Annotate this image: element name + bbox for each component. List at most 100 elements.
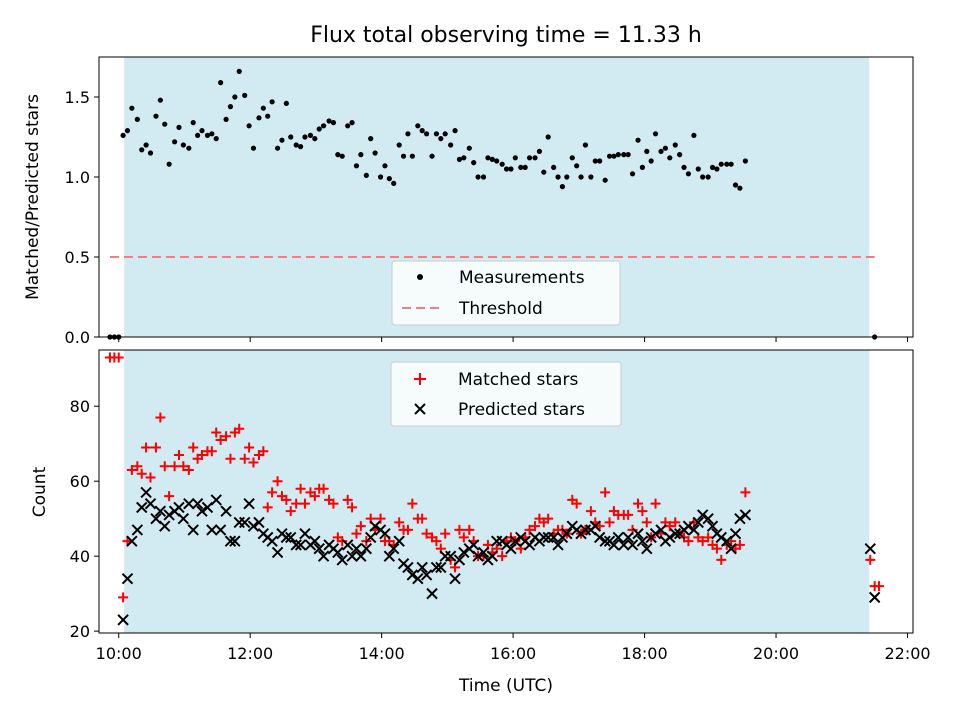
predicted-stars-point bbox=[868, 591, 881, 604]
predicted-stars-point bbox=[561, 527, 573, 540]
measurements-point bbox=[429, 153, 435, 159]
measurements-point bbox=[625, 152, 631, 158]
matched-stars-point bbox=[118, 592, 129, 603]
measurements-point bbox=[260, 105, 266, 111]
measurements-point bbox=[508, 166, 514, 172]
predicted-stars-point bbox=[159, 520, 171, 532]
matched-stars-point bbox=[604, 517, 615, 528]
measurements-point bbox=[737, 185, 743, 191]
matched-stars-point bbox=[633, 498, 644, 509]
matched-stars-point bbox=[650, 498, 661, 509]
predicted-stars-point bbox=[641, 542, 653, 555]
predicted-stars-point bbox=[486, 550, 499, 562]
measurements-point bbox=[391, 180, 397, 186]
predicted-stars-point bbox=[538, 531, 550, 544]
measurements-point bbox=[691, 132, 697, 138]
measurements-point bbox=[405, 131, 411, 137]
measurements-point bbox=[503, 166, 510, 172]
predicted-stars-point bbox=[163, 509, 175, 521]
bottom-legend-box bbox=[390, 361, 622, 427]
measurements-point bbox=[330, 120, 337, 126]
matched-stars-point bbox=[206, 446, 217, 457]
bottom-x-ticks: 10:00 12:00 14:00 16:00 18:00 20:00 22:00 bbox=[96, 633, 931, 663]
measurements-point bbox=[629, 171, 636, 177]
measurements-point bbox=[195, 132, 201, 138]
predicted-stars-point bbox=[509, 535, 522, 547]
matched-stars-point bbox=[571, 498, 582, 509]
bottom-y-axis-label: Count bbox=[30, 466, 50, 517]
measurements-point bbox=[569, 155, 575, 161]
measurements-point bbox=[588, 174, 594, 180]
matched-stars-point bbox=[244, 442, 255, 453]
measurements-point bbox=[232, 94, 238, 100]
predicted-stars-point bbox=[131, 524, 144, 536]
predicted-stars-point bbox=[688, 524, 700, 536]
measurements-point bbox=[400, 153, 407, 159]
matched-stars-point bbox=[740, 487, 751, 498]
predicted-stars-point bbox=[523, 539, 536, 551]
measurements-point bbox=[714, 166, 720, 172]
measurements-point bbox=[658, 148, 664, 154]
predicted-stars-point bbox=[406, 569, 419, 581]
predicted-stars-point bbox=[458, 546, 470, 559]
measurements-point bbox=[709, 164, 716, 170]
legend-label-predicted: Predicted stars bbox=[458, 400, 585, 420]
measurements-point bbox=[592, 158, 598, 164]
matched-stars-point bbox=[454, 524, 465, 535]
predicted-stars-point bbox=[612, 531, 625, 544]
matched-stars-point bbox=[285, 506, 296, 517]
matched-stars-point bbox=[440, 528, 451, 539]
top-y-tick-label: 0.0 bbox=[65, 328, 90, 347]
matched-stars-point bbox=[248, 457, 259, 468]
measurements-point bbox=[134, 116, 140, 122]
measurements-point bbox=[223, 116, 229, 122]
predicted-stars-point bbox=[220, 505, 232, 517]
top-legend-box bbox=[391, 260, 621, 326]
matched-stars-point bbox=[234, 423, 245, 434]
predicted-stars-point bbox=[224, 535, 237, 547]
measurements-point bbox=[396, 142, 402, 148]
measurements-point bbox=[648, 158, 654, 164]
measurements-point bbox=[288, 134, 294, 140]
measurements-point bbox=[199, 128, 205, 134]
chart-title: Flux total observing time = 11.33 h bbox=[310, 23, 702, 48]
predicted-stars-point bbox=[435, 561, 447, 574]
measurements-point bbox=[246, 123, 252, 129]
measurements-point bbox=[456, 156, 463, 162]
measurements-point bbox=[480, 174, 487, 180]
measurements-point bbox=[606, 153, 613, 159]
matched-stars-point bbox=[126, 464, 137, 475]
predicted-stars-point bbox=[632, 527, 644, 540]
predicted-stars-point bbox=[387, 542, 400, 555]
matched-stars-point bbox=[155, 412, 166, 423]
measurements-point bbox=[582, 142, 589, 148]
measurements-point bbox=[677, 152, 683, 158]
matched-stars-point bbox=[600, 487, 611, 498]
predicted-stars-point bbox=[183, 497, 195, 510]
predicted-stars-point bbox=[154, 505, 167, 517]
measurements-point bbox=[129, 105, 135, 111]
predicted-stars-point bbox=[608, 539, 620, 551]
measurements-point bbox=[166, 161, 172, 167]
measurements-point bbox=[368, 136, 374, 142]
measurements-point bbox=[274, 145, 281, 151]
predicted-stars-point bbox=[430, 561, 443, 574]
measurements-point bbox=[213, 136, 219, 142]
predicted-stars-point bbox=[239, 516, 251, 529]
matched-stars-point bbox=[703, 532, 714, 543]
predicted-stars-point bbox=[285, 531, 297, 544]
measurements-point bbox=[293, 142, 299, 148]
top-x-ticks bbox=[118, 337, 909, 342]
bottom-panel: 20 40 60 80 10:00 12:00 14:00 16:00 18:00 20:00 2… bbox=[30, 349, 931, 696]
measurements-point bbox=[494, 158, 500, 164]
measurements-point bbox=[250, 145, 257, 151]
matched-stars-point bbox=[267, 487, 278, 498]
measurements-point bbox=[382, 163, 388, 169]
predicted-stars-point bbox=[734, 512, 746, 525]
predicted-stars-point bbox=[136, 501, 148, 514]
measurements-point bbox=[728, 161, 734, 167]
matched-stars-point bbox=[464, 524, 475, 535]
bottom-y-tick-label: 40 bbox=[70, 547, 90, 566]
predicted-stars-point bbox=[266, 535, 278, 547]
predicted-stars-point bbox=[505, 542, 517, 555]
